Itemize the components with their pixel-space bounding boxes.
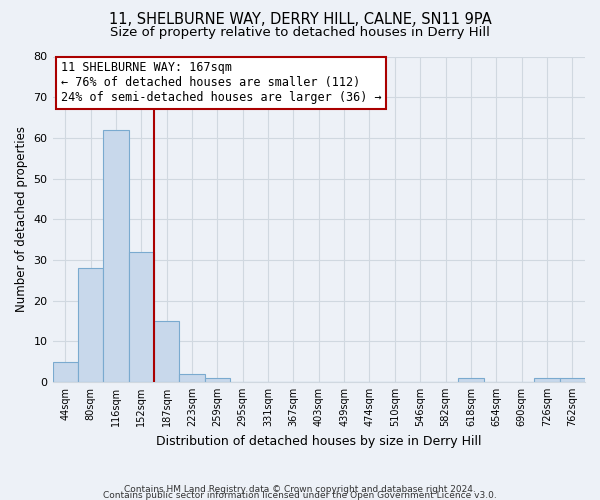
Bar [179,374,205,382]
Bar [78,268,103,382]
Text: Size of property relative to detached houses in Derry Hill: Size of property relative to detached ho… [110,26,490,39]
X-axis label: Distribution of detached houses by size in Derry Hill: Distribution of detached houses by size … [156,434,482,448]
Bar [103,130,128,382]
Y-axis label: Number of detached properties: Number of detached properties [15,126,28,312]
Bar [560,378,585,382]
Text: Contains HM Land Registry data © Crown copyright and database right 2024.: Contains HM Land Registry data © Crown c… [124,485,476,494]
Text: 11, SHELBURNE WAY, DERRY HILL, CALNE, SN11 9PA: 11, SHELBURNE WAY, DERRY HILL, CALNE, SN… [109,12,491,28]
Bar [458,378,484,382]
Bar [205,378,230,382]
Bar [53,362,78,382]
Bar [534,378,560,382]
Text: 11 SHELBURNE WAY: 167sqm
← 76% of detached houses are smaller (112)
24% of semi-: 11 SHELBURNE WAY: 167sqm ← 76% of detach… [61,62,381,104]
Bar [154,321,179,382]
Text: Contains public sector information licensed under the Open Government Licence v3: Contains public sector information licen… [103,491,497,500]
Bar [128,252,154,382]
